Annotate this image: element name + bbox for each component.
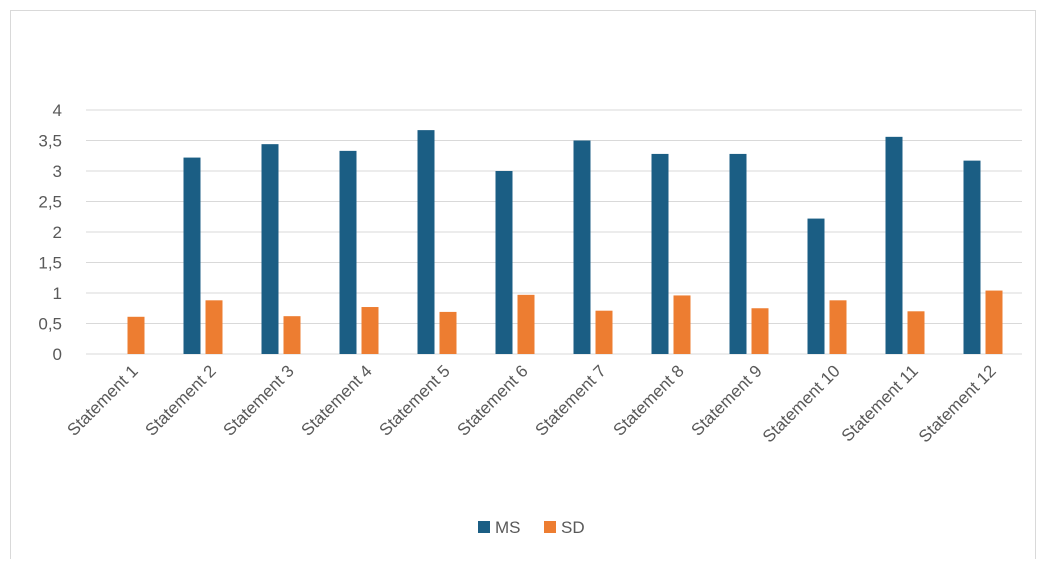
legend-swatch-sd — [544, 521, 556, 533]
legend: MS SD — [478, 518, 585, 537]
y-tick-label: 1 — [53, 284, 62, 303]
bar-sd — [439, 311, 457, 354]
x-axis-labels: Statement 1 Statement 2 Statement 3 Stateme… — [64, 361, 1000, 446]
legend-label-sd: SD — [561, 518, 585, 537]
x-tick-label: Statement 7 — [532, 361, 610, 439]
chart-area — [10, 10, 1036, 559]
bar-sd — [283, 316, 301, 354]
bar-sd — [829, 300, 847, 354]
y-tick-label: 3,5 — [38, 132, 62, 151]
x-tick-label: Statement 3 — [220, 361, 298, 439]
gridlines — [86, 109, 1022, 355]
bar-sd — [361, 307, 379, 354]
x-tick-label: Statement 11 — [838, 361, 922, 445]
y-tick-label: 4 — [53, 101, 62, 120]
bar-sd — [517, 294, 535, 354]
bar-sd — [751, 308, 769, 354]
x-tick-label: Statement 1 — [64, 361, 142, 439]
y-tick-label: 2 — [53, 223, 62, 242]
x-tick-label: Statement 2 — [142, 361, 220, 439]
bar-sd — [205, 300, 223, 354]
bar-ms — [495, 171, 513, 354]
y-tick-label: 2,5 — [38, 193, 62, 212]
legend-label-ms: MS — [495, 518, 521, 537]
bar-ms — [729, 153, 747, 354]
bar-ms — [417, 130, 435, 354]
x-tick-label: Statement 6 — [454, 361, 532, 439]
x-tick-label: Statement 4 — [298, 361, 376, 439]
bar-ms — [963, 160, 981, 354]
bar-ms — [651, 153, 669, 354]
x-tick-label: Statement 10 — [759, 361, 844, 446]
bar-ms — [261, 144, 279, 354]
bar-sd — [673, 295, 691, 354]
bar-sd — [127, 316, 145, 354]
bar-ms — [573, 140, 591, 354]
x-tick-label: Statement 5 — [376, 361, 454, 439]
bar-ms — [885, 136, 903, 354]
y-tick-label: 1,5 — [38, 254, 62, 273]
x-tick-label: Statement 12 — [915, 361, 1000, 446]
x-tick-label: Statement 8 — [610, 361, 688, 439]
bars — [127, 130, 1003, 354]
bar-sd — [907, 311, 925, 354]
bar-ms — [339, 150, 357, 354]
bar-sd — [595, 310, 613, 354]
bar-ms — [183, 157, 201, 354]
y-tick-label: 3 — [53, 162, 62, 181]
bar-ms — [807, 218, 825, 354]
y-tick-label: 0 — [53, 345, 62, 364]
legend-swatch-ms — [478, 521, 490, 533]
y-tick-label: 0,5 — [38, 315, 62, 334]
y-axis-ticks: 0 0,5 1 1,5 2 2,5 3 3,5 4 — [38, 101, 62, 364]
bar-sd — [985, 290, 1003, 354]
x-tick-label: Statement 9 — [688, 361, 766, 439]
